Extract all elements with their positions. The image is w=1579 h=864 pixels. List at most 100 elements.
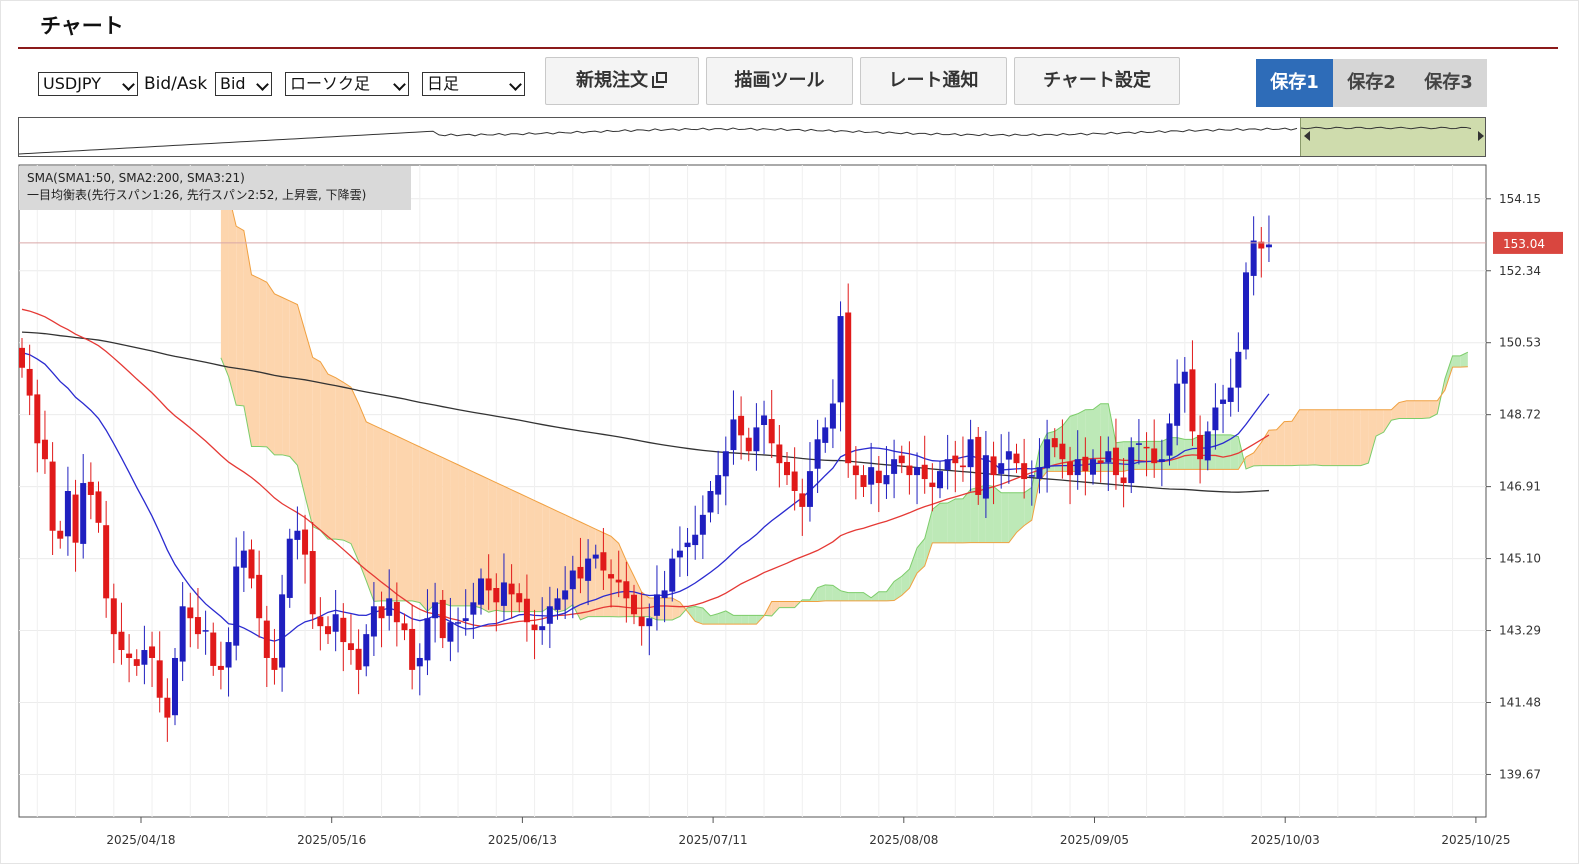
current-price-label: 153.04 [1503,237,1545,251]
candle-down [990,456,997,476]
candle-up [363,634,370,667]
candle-down [19,347,25,368]
cloud-down-segment [542,504,550,612]
cloud-up-segment [878,591,887,601]
sma-50-line [21,308,1270,627]
save-slot-tabs: 保存1 保存2 保存3 [1256,59,1487,107]
candle-up [470,602,477,615]
cloud-down-segment [1429,400,1438,418]
cloud-up-segment [1024,487,1032,526]
cloud-up-segment [1070,413,1078,472]
save-slot-3-tab[interactable]: 保存3 [1410,59,1487,107]
cloud-up-segment [840,590,849,601]
candle-up [294,530,301,540]
bidask-select-value: Bid [220,74,246,93]
cloud-down-segment [458,464,466,606]
candle-up [1250,240,1257,276]
cloud-down-segment [1299,409,1308,466]
cloud-up-segment [886,581,895,601]
candle-up [1044,439,1051,469]
cloud-down-segment [641,591,650,617]
save-slot-1-tab[interactable]: 保存1 [1256,59,1333,107]
cloud-up-segment [894,576,902,601]
cloud-down-segment [381,428,390,601]
cloud-up-segment [733,615,742,625]
cloud-up-segment [947,498,956,543]
candle-up [539,626,546,631]
cloud-down-segment [427,450,436,612]
candle-up [715,475,722,495]
candle-down [164,697,171,718]
candle-down [615,579,622,583]
rate-alert-button[interactable]: レート通知 [860,57,1007,105]
cloud-up-segment [1077,409,1086,472]
cloud-up-segment [1215,434,1224,470]
cloud-up-segment [695,606,703,625]
cloud-down-segment [1246,452,1254,469]
drawing-tools-button[interactable]: 描画ツール [706,57,853,105]
cloud-up-segment [687,606,696,622]
candle-up [761,415,768,426]
cloud-down-segment [511,489,520,612]
cloud-down-segment [243,230,252,447]
plot-area [18,164,1487,818]
cloud-up-segment [985,485,994,543]
y-tick-label: 146.91 [1499,480,1541,494]
cloud-down-segment [779,601,787,608]
navigator-right-arrow-icon[interactable] [1478,131,1484,141]
candle-up [829,403,836,429]
candle-down [784,461,790,476]
candle-up [814,439,821,469]
candle-up [676,550,683,558]
cloud-down-segment [1291,409,1300,466]
cloud-down-segment [297,304,306,497]
candle-up [1265,244,1272,248]
cloud-up-segment [741,615,749,625]
sma-legend: SMA(SMA1:50, SMA2:200, SMA3:21) [27,171,245,185]
candle-down [799,493,806,507]
chart-type-select[interactable]: ローソク足 [285,72,409,96]
x-tick-label: 2025/10/25 [1441,833,1510,847]
range-navigator[interactable] [18,117,1486,157]
indicator-legend: SMA(SMA1:50, SMA2:200, SMA3:21) 一目均衡表(先行… [19,166,411,210]
x-tick-label: 2025/06/13 [488,833,557,847]
cloud-up-segment [1460,352,1468,368]
cloud-down-segment [1360,409,1369,466]
candle-up [500,582,507,606]
chart-settings-button[interactable]: チャート設定 [1014,57,1180,105]
cloud-down-segment [1406,400,1415,419]
candle-down [921,464,928,480]
cloud-down-segment [259,278,267,447]
candle-down [309,551,316,615]
candle-down [355,648,362,670]
cloud-down-segment [519,493,527,612]
candle-down [516,593,523,603]
candle-down [929,482,936,488]
navigator-left-arrow-icon[interactable] [1304,131,1310,141]
cloud-down-segment [611,536,619,617]
navigator-range-window[interactable] [1300,118,1485,156]
y-tick-label: 152.34 [1499,264,1541,278]
new-order-button[interactable]: 新規注文 [545,57,699,105]
cloud-down-segment [572,518,581,620]
candle-down [493,588,500,603]
cloud-up-segment [1138,441,1147,470]
cloud-down-segment [557,511,566,613]
candle-down [608,574,615,579]
cloud-down-segment [450,461,459,606]
period-select[interactable]: 日足 [422,72,525,96]
title-divider [18,47,1558,49]
cloud-down-segment [396,436,405,601]
candle-up [699,514,706,535]
x-tick-label: 2025/04/18 [106,833,175,847]
cloud-down-segment [1345,409,1354,466]
candle-up [891,459,898,474]
candle-down [110,598,117,635]
cloud-down-segment [672,597,680,621]
cloud-up-segment [1054,426,1063,472]
bidask-select[interactable]: Bid [215,72,272,96]
symbol-select[interactable]: USDJPY [38,72,138,96]
cloud-down-segment [220,171,229,377]
save-slot-2-tab[interactable]: 保存2 [1333,59,1410,107]
